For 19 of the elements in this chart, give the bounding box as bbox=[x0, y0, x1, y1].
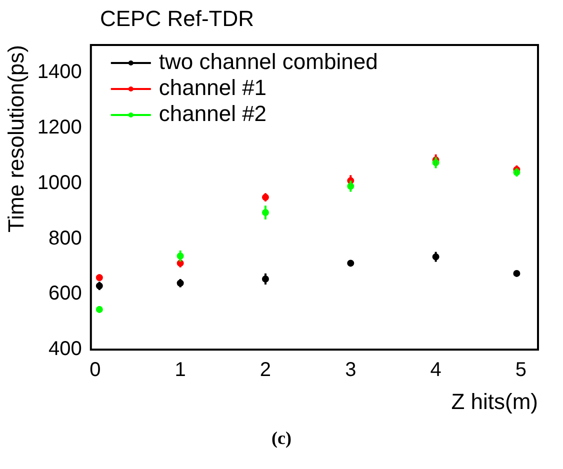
chart-title: CEPC Ref-TDR bbox=[100, 6, 254, 32]
y-axis-title: Time resolution(ps) bbox=[3, 45, 28, 232]
y-tick-label: 800 bbox=[48, 227, 82, 250]
text: (c) bbox=[270, 428, 292, 449]
x-tick-label: 2 bbox=[260, 359, 272, 382]
y-tick-label: 1400 bbox=[37, 61, 82, 84]
x-axis-title: Z hits(m) bbox=[451, 388, 538, 414]
x-tick-label: 4 bbox=[430, 359, 442, 382]
legend-label: channel #2 bbox=[158, 101, 267, 126]
x-tick-label: 5 bbox=[515, 359, 527, 382]
legend-label: two channel combined bbox=[158, 49, 378, 74]
y-tick-label: 1200 bbox=[37, 116, 82, 139]
legend-label: channel #1 bbox=[158, 75, 267, 100]
y-tick-label: 1000 bbox=[37, 172, 82, 194]
x-tick-label: 0 bbox=[90, 359, 101, 382]
x-tick-label: 3 bbox=[345, 359, 356, 382]
y-tick-label: 600 bbox=[48, 282, 82, 305]
y-tick-label: 400 bbox=[48, 338, 82, 360]
x-tick-label: 1 bbox=[174, 359, 186, 382]
